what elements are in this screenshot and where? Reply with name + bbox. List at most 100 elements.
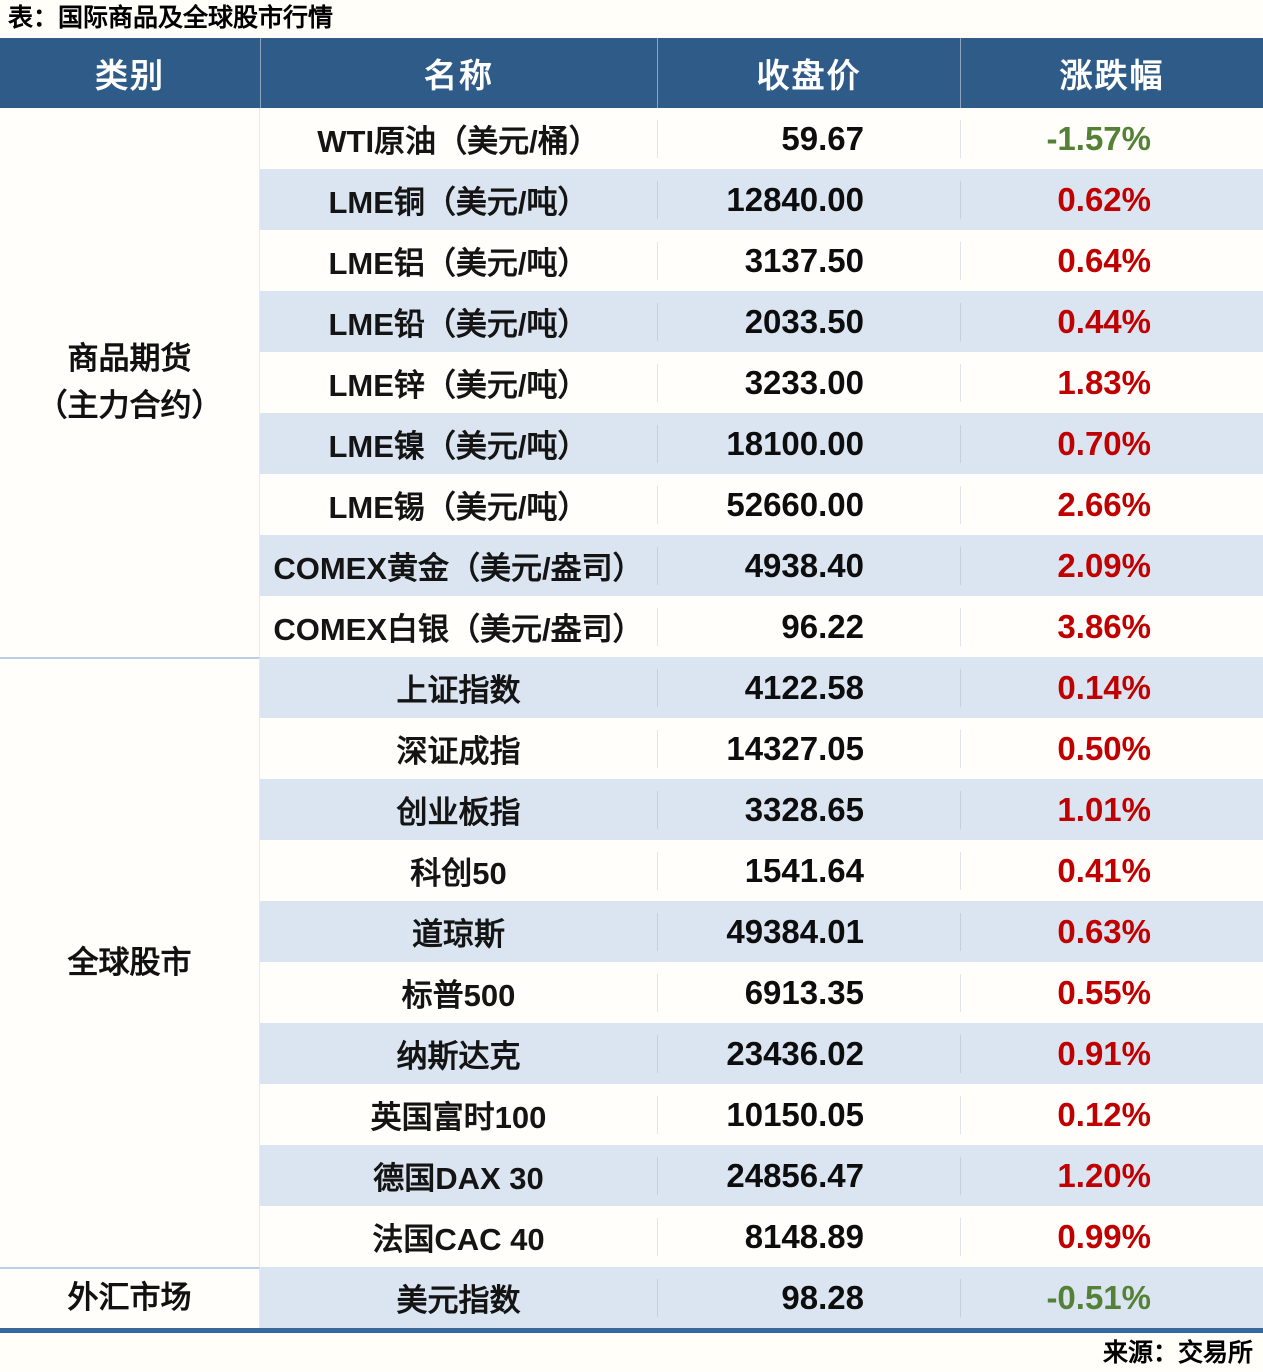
row-name: 德国DAX 30 [373, 1161, 544, 1196]
table-row: 上证指数 4122.58 0.14% [260, 657, 1263, 718]
row-change-value: 2.66% [960, 485, 1263, 524]
source-note: 来源：交易所 [1102, 1339, 1253, 1367]
row-change-value: 1.20% [960, 1156, 1263, 1195]
row-change-value: 0.62% [960, 180, 1263, 219]
row-change-value: 0.70% [960, 424, 1263, 463]
row-name: 纳斯达克 [396, 1039, 521, 1074]
row-name: LME铝（美元/吨） [328, 246, 589, 281]
table-row: 法国CAC 40 8148.89 0.99% [260, 1206, 1263, 1267]
row-close-value: 12840.00 [657, 180, 960, 219]
row-name: LME锡（美元/吨） [328, 490, 589, 525]
category-cell: 商品期货 （主力合约） [0, 108, 260, 657]
row-close-value: 10150.05 [657, 1095, 960, 1134]
row-close-value: 59.67 [657, 119, 960, 158]
row-close-value: 52660.00 [657, 485, 960, 524]
row-change-value: 0.99% [960, 1217, 1263, 1256]
category-label-line: 全球股市 [67, 944, 192, 980]
category-label-line: 外汇市场 [67, 1280, 192, 1316]
row-change-value: 0.44% [960, 302, 1263, 341]
category-cell: 外汇市场 [0, 1267, 260, 1328]
table-row: 纳斯达克 23436.02 0.91% [260, 1023, 1263, 1084]
market-table: 类别 名称 收盘价 涨跌幅 商品期货 （主力合约） 全球股市外汇市场 WTI原油（美… [0, 38, 1263, 1333]
row-change-value: 3.86% [960, 607, 1263, 646]
category-label-line: （主力合约） [36, 387, 223, 423]
row-change-value: 1.83% [960, 363, 1263, 402]
table-row: LME锡（美元/吨） 52660.00 2.66% [260, 474, 1263, 535]
row-close-value: 4122.58 [657, 668, 960, 707]
row-name: 美元指数 [396, 1283, 521, 1318]
row-close-value: 3328.65 [657, 790, 960, 829]
row-name: COMEX白银（美元/盎司） [273, 612, 644, 647]
row-change-value: 0.91% [960, 1034, 1263, 1073]
table-row: COMEX黄金（美元/盎司） 4938.40 2.09% [260, 535, 1263, 596]
header-cell-category: 类别 [95, 57, 165, 94]
row-close-value: 3137.50 [657, 241, 960, 280]
table-row: COMEX白银（美元/盎司） 96.22 3.86% [260, 596, 1263, 657]
header-cell-name: 名称 [260, 38, 657, 108]
row-change-value: 0.63% [960, 912, 1263, 951]
row-close-value: 8148.89 [657, 1217, 960, 1256]
header-cell-close: 收盘价 [657, 38, 960, 108]
table-row: 标普500 6913.35 0.55% [260, 962, 1263, 1023]
row-close-value: 23436.02 [657, 1034, 960, 1073]
table-row: LME铝（美元/吨） 3137.50 0.64% [260, 230, 1263, 291]
row-name: LME镍（美元/吨） [328, 429, 589, 464]
table-body: 商品期货 （主力合约） 全球股市外汇市场 WTI原油（美元/桶） 59.67 -1.57… [0, 108, 1263, 1328]
row-name: 科创50 [410, 856, 507, 891]
row-name: 创业板指 [396, 795, 521, 830]
table-row: WTI原油（美元/桶） 59.67 -1.57% [260, 108, 1263, 169]
table-header-row: 类别 名称 收盘价 涨跌幅 [0, 38, 1263, 108]
row-close-value: 6913.35 [657, 973, 960, 1012]
row-change-value: -0.51% [960, 1278, 1263, 1317]
table-row: 英国富时100 10150.05 0.12% [260, 1084, 1263, 1145]
row-close-value: 2033.50 [657, 302, 960, 341]
row-change-value: 0.55% [960, 973, 1263, 1012]
table-row: 创业板指 3328.65 1.01% [260, 779, 1263, 840]
row-close-value: 18100.00 [657, 424, 960, 463]
row-change-value: 0.41% [960, 851, 1263, 890]
row-close-value: 3233.00 [657, 363, 960, 402]
row-name: 道琼斯 [412, 917, 505, 952]
row-name: LME锌（美元/吨） [328, 368, 589, 403]
row-name: 英国富时100 [370, 1100, 547, 1135]
category-cell: 全球股市 [0, 657, 260, 1267]
row-close-value: 1541.64 [657, 851, 960, 890]
row-close-value: 4938.40 [657, 546, 960, 585]
table-row: LME铜（美元/吨） 12840.00 0.62% [260, 169, 1263, 230]
row-name: 标普500 [401, 978, 516, 1013]
row-name: WTI原油（美元/桶） [317, 124, 600, 159]
row-change-value: 1.01% [960, 790, 1263, 829]
table-row: 德国DAX 30 24856.47 1.20% [260, 1145, 1263, 1206]
row-change-value: 0.14% [960, 668, 1263, 707]
row-change-value: 0.64% [960, 241, 1263, 280]
row-change-value: 0.12% [960, 1095, 1263, 1134]
row-change-value: 2.09% [960, 546, 1263, 585]
row-name: COMEX黄金（美元/盎司） [273, 551, 644, 586]
category-label-line: 商品期货 [67, 341, 192, 376]
header-cell-change: 涨跌幅 [960, 38, 1263, 108]
row-close-value: 24856.47 [657, 1156, 960, 1195]
table-row: LME镍（美元/吨） 18100.00 0.70% [260, 413, 1263, 474]
table-bottom-border [0, 1328, 1263, 1333]
row-close-value: 49384.01 [657, 912, 960, 951]
table-row: LME锌（美元/吨） 3233.00 1.83% [260, 352, 1263, 413]
row-change-value: 0.50% [960, 729, 1263, 768]
table-row: 美元指数 98.28 -0.51% [260, 1267, 1263, 1328]
row-close-value: 98.28 [657, 1278, 960, 1317]
row-name: 深证成指 [396, 734, 521, 769]
row-name: 上证指数 [396, 673, 521, 708]
category-column: 商品期货 （主力合约） 全球股市外汇市场 [0, 108, 260, 1328]
row-close-value: 14327.05 [657, 729, 960, 768]
row-name: 法国CAC 40 [372, 1222, 545, 1257]
row-change-value: -1.57% [960, 119, 1263, 158]
row-name: LME铜（美元/吨） [328, 185, 589, 220]
row-name: LME铅（美元/吨） [328, 307, 589, 342]
row-close-value: 96.22 [657, 607, 960, 646]
table-row: 道琼斯 49384.01 0.63% [260, 901, 1263, 962]
table-row: 深证成指 14327.05 0.50% [260, 718, 1263, 779]
page-title: 表：国际商品及全球股市行情 [8, 4, 334, 32]
table-row: 科创50 1541.64 0.41% [260, 840, 1263, 901]
rows-column: WTI原油（美元/桶） 59.67 -1.57% LME铜（美元/吨） 12840.00… [260, 108, 1263, 1328]
table-row: LME铅（美元/吨） 2033.50 0.44% [260, 291, 1263, 352]
